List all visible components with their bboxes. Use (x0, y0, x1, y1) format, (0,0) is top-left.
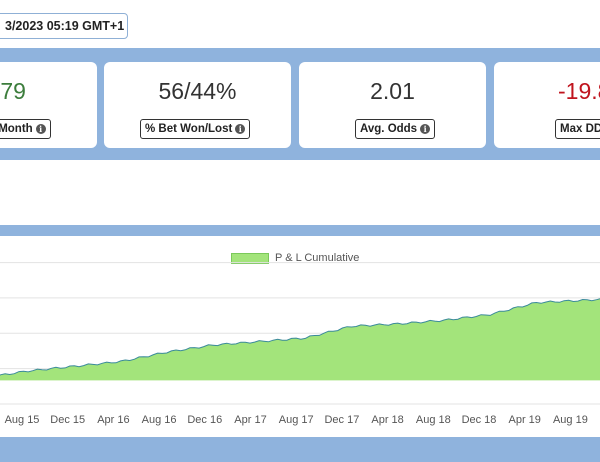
x-tick-label: Dec 17 (324, 414, 359, 426)
stat-value: .79 (0, 78, 26, 104)
stat-card-max-dd: -19.8 Max DD (494, 62, 600, 148)
series-area-fill (0, 298, 600, 381)
stat-card-bet-won-lost: 56/44% % Bet Won/Lost i (104, 62, 291, 148)
stat-value: 56/44% (158, 78, 237, 104)
info-icon[interactable]: i (235, 124, 246, 134)
stat-label-avg-odds[interactable]: Avg. Odds i (355, 119, 436, 139)
stat-label-bet-won-lost[interactable]: % Bet Won/Lost i (140, 119, 251, 139)
stat-label-per-month[interactable]: /Month i (0, 119, 51, 139)
date-time-chip: 3/2023 05:19 GMT+1 (0, 13, 128, 39)
x-tick-label: Apr 17 (234, 414, 266, 426)
x-tick-label: Apr 19 (508, 414, 540, 426)
date-time-text: 3/2023 05:19 GMT+1 (5, 19, 125, 33)
stat-label-text: /Month (0, 123, 33, 135)
stat-card-per-month: .79 /Month i (0, 62, 97, 148)
stat-value: 2.01 (370, 78, 415, 104)
info-icon[interactable]: i (35, 124, 46, 134)
bottom-band (0, 437, 600, 462)
stat-card-avg-odds: 2.01 Avg. Odds i (299, 62, 486, 148)
x-tick-label: Aug 15 (5, 414, 40, 426)
x-tick-label: Dec 16 (187, 414, 222, 426)
legend-label: P & L Cumulative (275, 252, 360, 264)
stat-label-text: % Bet Won/Lost (145, 123, 233, 135)
x-tick-label: Aug 16 (142, 414, 177, 426)
section-divider (0, 225, 600, 236)
x-tick-label: Aug 19 (553, 414, 588, 426)
pl-cumulative-chart: Aug 15 Dec 15 Apr 16 Aug 16 Dec 16 Apr 17 Aug … (0, 262, 600, 426)
spacer-area (0, 160, 600, 225)
chart-x-ticks: Aug 15 Dec 15 Apr 16 Aug 16 Dec 16 Apr 17 Aug … (5, 414, 588, 426)
info-icon[interactable]: i (420, 124, 431, 134)
stat-label-text: Avg. Odds (360, 123, 418, 135)
chart-area (0, 298, 600, 381)
x-tick-label: Aug 18 (416, 414, 451, 426)
stat-value: -19.8 (558, 78, 600, 104)
stat-label-text: Max DD (560, 123, 600, 135)
x-tick-label: Apr 18 (371, 414, 403, 426)
stat-label-max-dd[interactable]: Max DD (555, 119, 600, 139)
x-tick-label: Apr 16 (97, 414, 129, 426)
x-tick-label: Dec 15 (50, 414, 85, 426)
x-tick-label: Dec 18 (462, 414, 497, 426)
x-tick-label: Aug 17 (279, 414, 314, 426)
series-line (0, 298, 600, 376)
